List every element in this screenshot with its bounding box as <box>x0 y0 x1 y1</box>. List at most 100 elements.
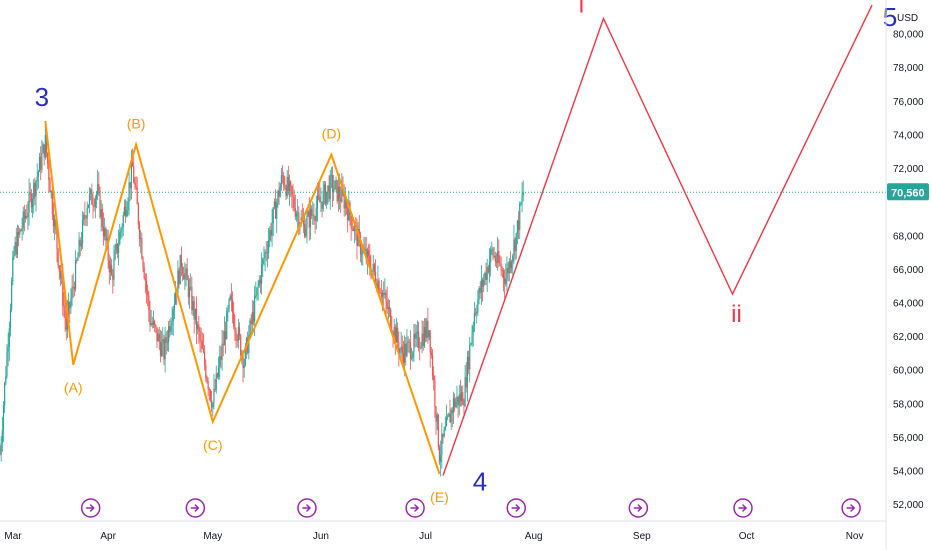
candle <box>150 309 152 327</box>
candle <box>430 347 432 359</box>
candle-body <box>412 352 414 358</box>
candle-body <box>65 318 67 330</box>
candle-body <box>271 223 273 236</box>
candle-body <box>321 201 323 209</box>
candle-body <box>483 279 485 287</box>
candle <box>290 180 292 198</box>
candle-body <box>495 261 498 264</box>
candle-body <box>73 287 76 290</box>
candle-body <box>378 280 380 293</box>
candle-body <box>511 261 513 269</box>
candle <box>257 280 259 301</box>
candle-body <box>140 237 142 239</box>
wave-label-d: (D) <box>322 126 341 142</box>
candle-body <box>35 181 37 197</box>
candle-body <box>281 175 284 177</box>
candle <box>428 330 430 341</box>
candle-body <box>206 378 208 382</box>
candle <box>500 256 502 276</box>
event-marker-icon[interactable] <box>297 498 317 518</box>
candle <box>38 152 41 172</box>
wave-label-3: 3 <box>35 82 49 112</box>
current-price-tag-bg <box>887 183 929 201</box>
candle-body <box>68 302 70 314</box>
candle-body <box>354 225 356 231</box>
candle <box>111 258 113 277</box>
candle-body <box>398 342 400 353</box>
event-marker-icon[interactable] <box>80 498 101 518</box>
candle <box>274 189 277 220</box>
candle-body <box>216 373 219 377</box>
candle <box>444 416 446 432</box>
candle-body <box>28 192 30 213</box>
candle-body <box>126 210 128 217</box>
candle-body <box>104 228 106 237</box>
candle-body <box>317 195 320 197</box>
candle <box>166 330 169 352</box>
candle-body <box>99 189 101 218</box>
candle-body <box>340 198 342 202</box>
candle-body <box>458 394 460 406</box>
candle-body <box>459 394 462 402</box>
event-marker-icon[interactable] <box>841 498 861 518</box>
candle-body <box>487 267 489 273</box>
candle-body <box>367 250 370 257</box>
candle-body <box>161 342 163 356</box>
candle-body <box>193 301 195 320</box>
candle <box>437 413 439 451</box>
candle <box>513 224 515 264</box>
candle-body <box>200 340 202 342</box>
candle <box>424 318 427 343</box>
candle-body <box>122 214 124 228</box>
candle <box>292 183 294 212</box>
candle <box>180 246 182 277</box>
candle-body <box>399 349 401 353</box>
candle <box>56 229 58 263</box>
candle <box>124 199 127 224</box>
candle-body <box>366 250 369 261</box>
candle <box>188 278 191 309</box>
candle <box>22 206 24 235</box>
candle-body <box>334 180 336 190</box>
candle-body <box>330 175 332 177</box>
event-marker-icon[interactable] <box>405 498 425 518</box>
candle <box>520 201 522 206</box>
candle-body <box>243 364 245 369</box>
candle-body <box>202 348 205 352</box>
candle-body <box>87 204 89 208</box>
candle-body <box>401 346 403 353</box>
candle-body <box>43 144 45 158</box>
candle-body <box>394 326 396 343</box>
candle-body <box>52 213 55 227</box>
candle-body <box>469 344 471 370</box>
candle-body <box>235 330 237 339</box>
candle-body <box>81 220 84 243</box>
candle <box>405 336 407 366</box>
candle-body <box>78 239 80 258</box>
time-tick-label: Apr <box>100 531 116 542</box>
event-marker-icon[interactable] <box>506 498 527 518</box>
price-axis-ticks: 80,000 78,000 76,000 74,000 72,000 68,000 66,0… <box>893 30 924 512</box>
candle <box>116 243 119 259</box>
candle-body <box>56 230 58 249</box>
candle-body <box>333 189 335 193</box>
candle-body <box>16 231 19 255</box>
candle <box>258 275 260 288</box>
event-marker-icon[interactable] <box>185 498 206 518</box>
candle-body <box>520 203 522 205</box>
candle-body <box>494 255 496 262</box>
candle <box>197 321 199 335</box>
candle <box>208 387 210 401</box>
candle-body <box>277 190 279 203</box>
candle <box>407 336 409 353</box>
candle-body <box>223 331 226 346</box>
candle <box>129 182 131 201</box>
candle-body <box>484 272 486 280</box>
candle-body <box>178 270 180 285</box>
event-marker-icon[interactable] <box>628 498 649 518</box>
event-marker-icon[interactable] <box>733 498 753 518</box>
candle-body <box>70 298 72 309</box>
candle-body <box>472 325 474 333</box>
candle-body <box>248 334 250 354</box>
